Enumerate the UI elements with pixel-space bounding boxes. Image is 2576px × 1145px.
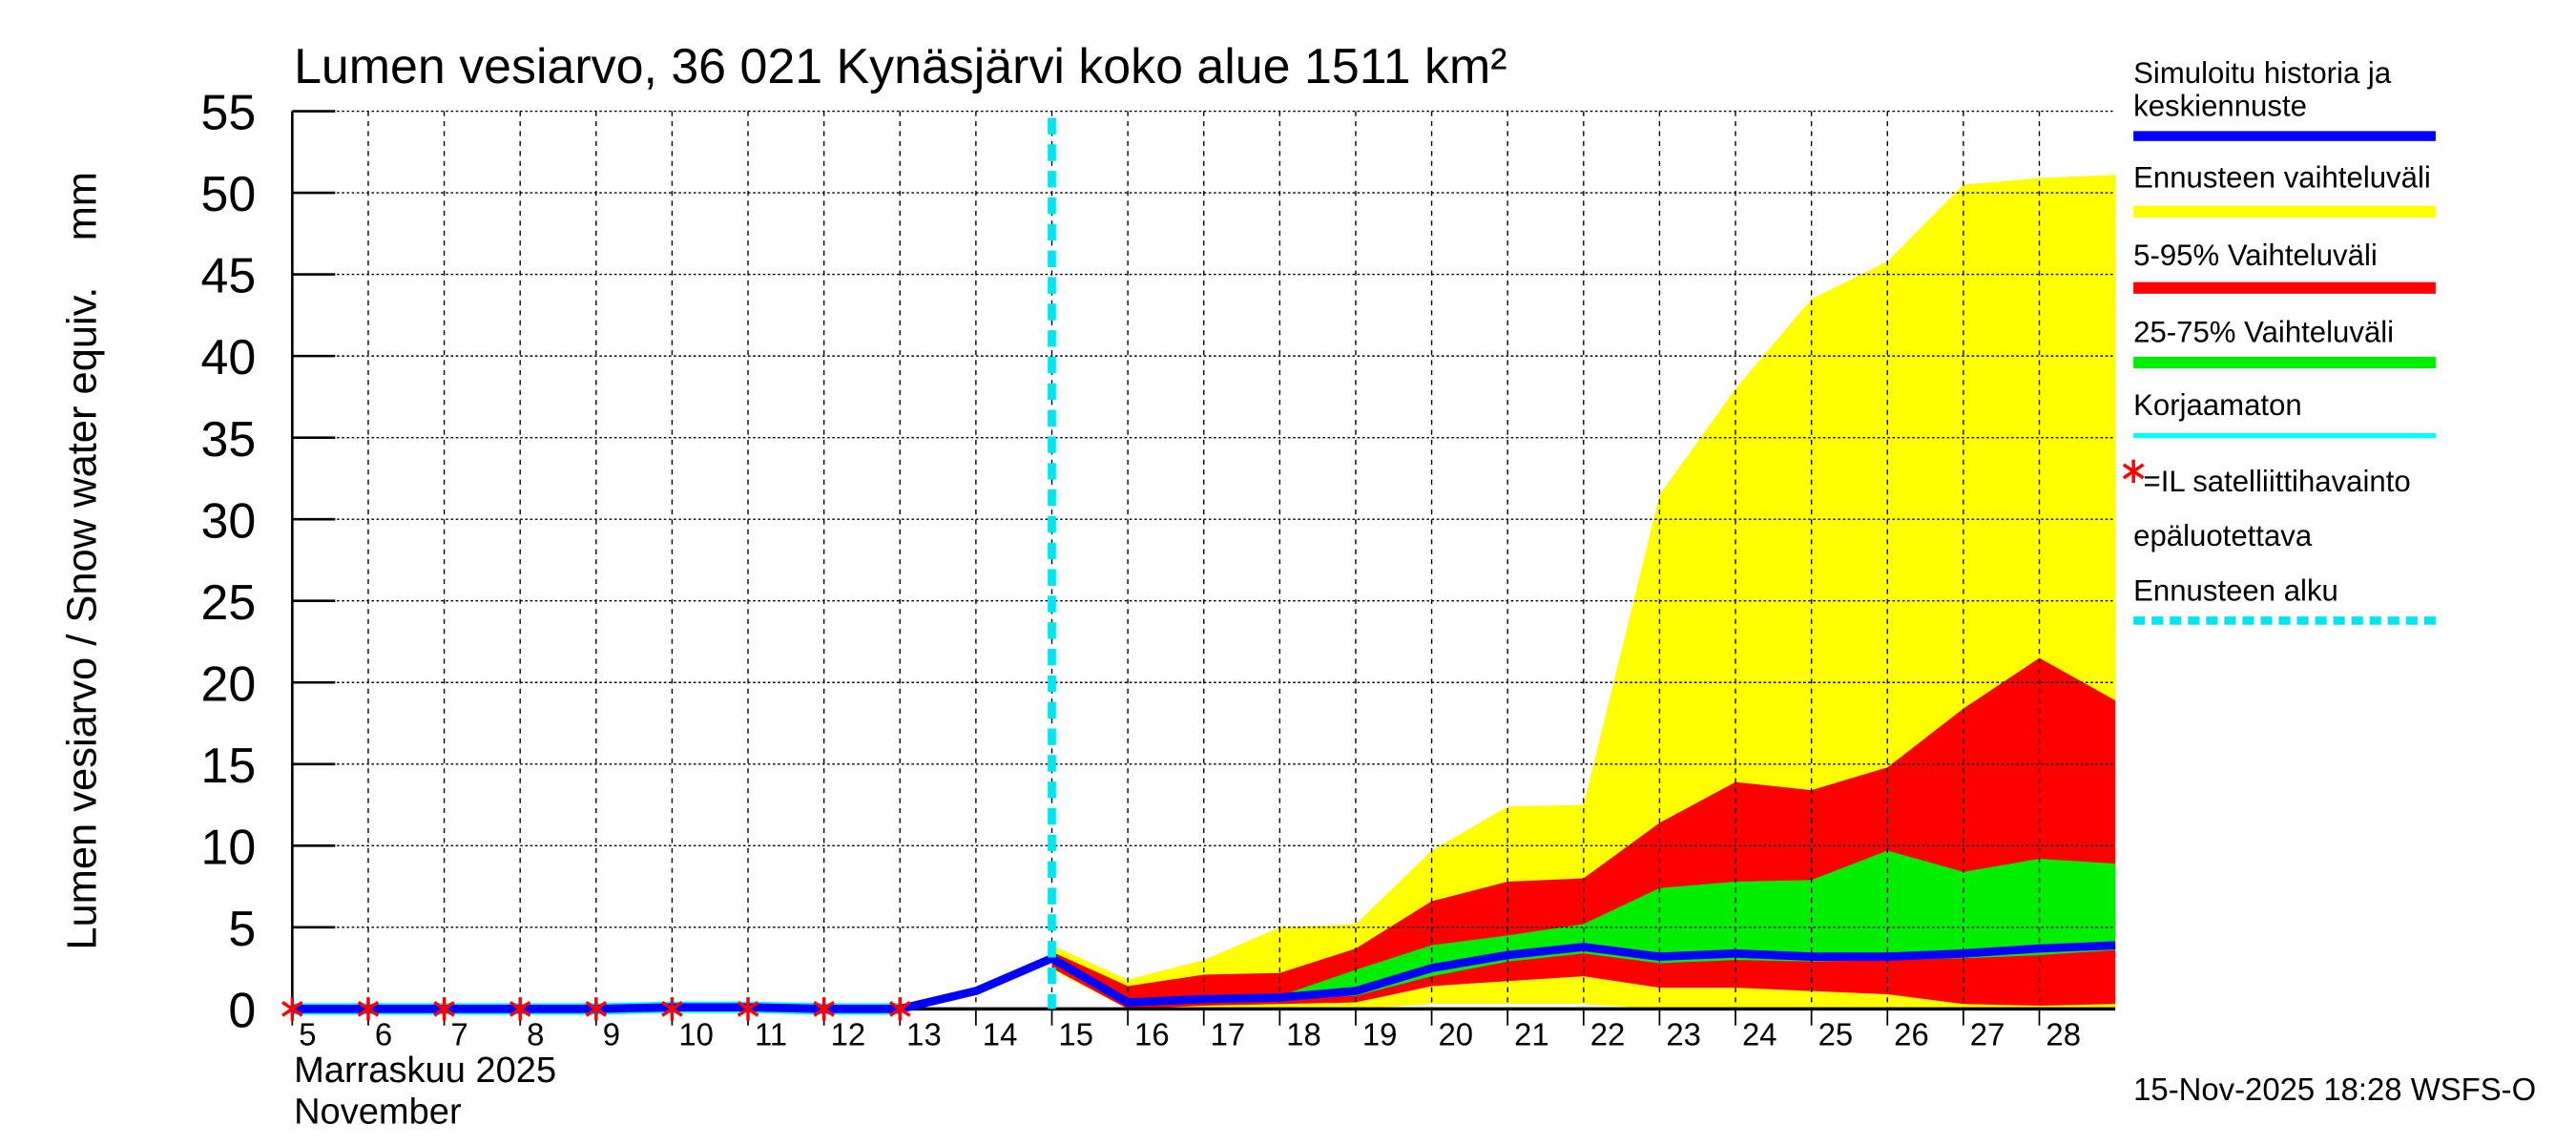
satellite-obs-marker [661,997,683,1021]
x-tick-label: 17 [1211,1017,1246,1052]
legend-swatch-uncorrected [2133,432,2436,439]
satellite-obs-marker [813,997,835,1021]
star-stroke [433,1000,455,1017]
x-tick-label: 21 [1514,1017,1549,1052]
legend-label: 5-95% Vaihteluväli [2133,239,2378,272]
x-tick-label: 20 [1439,1017,1474,1052]
star-stroke [661,1000,683,1017]
y-tick-label: 35 [201,412,257,468]
x-axis-label-month: Marraskuu 2025 [294,1050,556,1091]
star-stroke [281,1000,303,1017]
legend-label: Korjaamaton [2133,388,2302,422]
legend-swatch-yellow [2133,205,2436,218]
x-tick-label: 12 [831,1017,866,1052]
legend-label: =IL satelliittihavainto [2144,465,2411,498]
x-tick-label: 28 [2046,1017,2081,1052]
star-stroke [509,1000,531,1017]
x-tick-label: 8 [527,1017,544,1052]
y-tick-label: 25 [201,575,257,631]
y-tick-label: 45 [201,249,257,304]
satellite-obs-marker [737,997,759,1021]
x-tick-label: 13 [906,1017,942,1052]
legend-label: Ennusteen vaihteluväli [2133,160,2431,194]
x-tick-label: 23 [1666,1017,1701,1052]
legend-swatch-mean [2133,131,2436,141]
x-tick-label: 19 [1362,1017,1398,1052]
legend-swatch-green [2133,356,2436,369]
satellite-obs-marker [888,997,911,1021]
legend-label: keskiennuste [2133,90,2307,123]
satellite-obs-marker [509,997,531,1021]
x-tick-label: 9 [603,1017,620,1052]
legend-label: Ennusteen alku [2133,573,2338,607]
x-tick-label: 15 [1058,1017,1093,1052]
satellite-obs-marker [357,997,380,1021]
star-stroke [585,1000,608,1017]
y-axis-label: Lumen vesiarvo / Snow water equiv. mm [59,172,105,950]
x-tick-label: 24 [1742,1017,1777,1052]
x-tick-label: 6 [375,1017,392,1052]
satellite-obs-marker [433,997,455,1021]
y-tick-label: 40 [201,330,257,385]
y-tick-label: 30 [201,493,257,549]
legend-label: epäluotettava [2133,519,2313,552]
x-tick-label: 26 [1894,1017,1929,1052]
x-tick-label: 11 [755,1017,787,1052]
green-band [1051,850,2116,1005]
x-tick-label: 18 [1286,1017,1321,1052]
x-tick-label: 10 [678,1017,714,1052]
y-tick-label: 50 [201,167,257,222]
x-tick-label: 7 [451,1017,468,1052]
star-stroke [737,1000,759,1017]
legend-label: Simuloitu historia ja [2133,56,2392,90]
x-tick-label: 27 [1970,1017,2005,1052]
y-tick-label: 5 [228,902,256,957]
x-tick-label: 14 [983,1017,1018,1052]
footer-timestamp: 15-Nov-2025 18:28 WSFS-O [2133,1072,2536,1107]
satellite-obs-marker [281,997,303,1021]
y-tick-label: 10 [201,820,257,875]
star-stroke [357,1000,380,1017]
legend-swatch-red [2133,281,2436,294]
x-tick-label: 22 [1590,1017,1626,1052]
star-stroke [2122,463,2145,480]
star-stroke [813,1000,835,1017]
y-tick-label: 55 [201,86,257,141]
star-stroke [888,1000,911,1017]
satellite-obs-marker [585,997,608,1021]
chart-title: Lumen vesiarvo, 36 021 Kynäsjärvi koko a… [294,39,1506,94]
x-axis-label-month-en: November [294,1091,462,1132]
legend-label: 25-75% Vaihteluväli [2133,315,2394,348]
x-tick-label: 25 [1818,1017,1854,1052]
y-tick-label: 0 [228,983,256,1038]
x-tick-label: 5 [299,1017,316,1052]
legend-star-icon [2122,459,2145,484]
y-tick-label: 20 [201,656,257,712]
y-tick-label: 15 [201,739,257,794]
x-tick-label: 16 [1134,1017,1170,1052]
